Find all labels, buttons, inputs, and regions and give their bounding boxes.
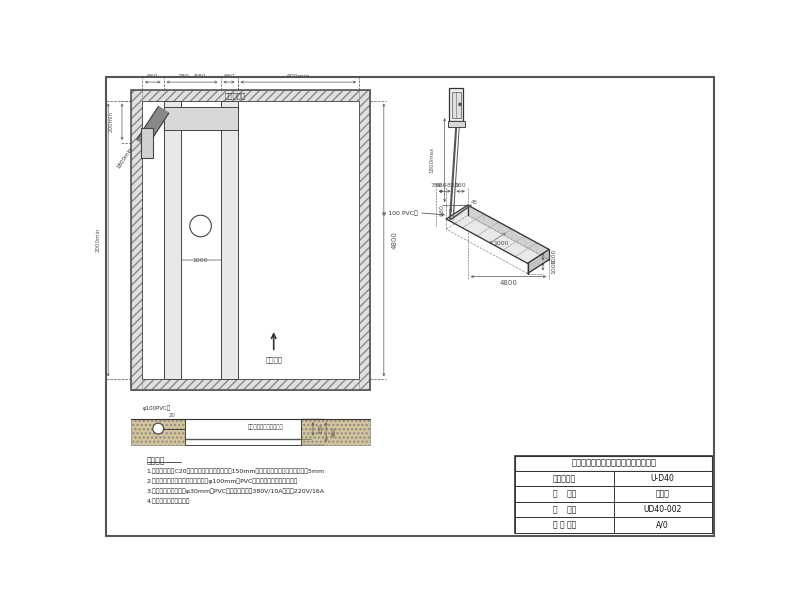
Text: 进车方向: 进车方向 xyxy=(266,357,282,364)
Bar xyxy=(451,92,461,118)
Text: 1000: 1000 xyxy=(494,241,510,246)
Bar xyxy=(131,379,370,390)
Text: 780~880: 780~880 xyxy=(178,74,206,79)
Text: 地基图: 地基图 xyxy=(656,489,670,498)
Bar xyxy=(131,90,142,390)
Text: 480: 480 xyxy=(331,427,336,437)
Bar xyxy=(221,101,238,379)
Text: 660: 660 xyxy=(435,183,447,188)
Bar xyxy=(614,502,712,517)
Text: 780~880: 780~880 xyxy=(430,183,459,188)
Text: 660: 660 xyxy=(223,74,235,79)
Text: 330: 330 xyxy=(439,205,444,216)
Text: 产品型号：: 产品型号： xyxy=(553,474,576,483)
Text: 排水管（根据客户施工）: 排水管（根据客户施工） xyxy=(248,424,284,430)
Text: 基础要求: 基础要求 xyxy=(146,456,165,466)
Text: 4800: 4800 xyxy=(392,231,398,249)
Text: 1800max: 1800max xyxy=(430,147,435,173)
Text: 闸帽定位仪: 闸帽定位仪 xyxy=(225,93,246,100)
Bar xyxy=(131,90,370,390)
Bar xyxy=(131,419,370,445)
Text: 1.混凝土等级为C20及以上，坑底混凝土厚度为150mm以上，两地坑内水平误差不大于5mm: 1.混凝土等级为C20及以上，坑底混凝土厚度为150mm以上，两地坑内水平误差不… xyxy=(146,469,325,474)
Text: 2000min: 2000min xyxy=(96,228,101,252)
Bar xyxy=(515,455,712,532)
Bar xyxy=(185,419,301,445)
Bar xyxy=(515,471,614,486)
Text: 1000: 1000 xyxy=(551,249,556,264)
Polygon shape xyxy=(468,205,549,260)
Bar xyxy=(359,90,370,390)
Bar xyxy=(141,128,153,158)
Text: 1000: 1000 xyxy=(551,259,556,274)
Bar xyxy=(163,107,238,130)
Bar xyxy=(163,101,181,379)
Text: 330: 330 xyxy=(318,424,323,434)
Text: 660: 660 xyxy=(147,74,158,79)
Text: 3.电源线和气源线预埋φ30mm的PVC管，电源三相为380V/10A或单相220V/16A: 3.电源线和气源线预埋φ30mm的PVC管，电源三相为380V/10A或单相22… xyxy=(146,489,325,494)
Text: 图    号：: 图 号： xyxy=(553,505,576,514)
Bar xyxy=(515,517,614,532)
Bar xyxy=(515,486,614,502)
Text: 1000: 1000 xyxy=(193,257,208,262)
Bar xyxy=(614,471,712,486)
Text: 1800min: 1800min xyxy=(116,147,134,170)
Bar xyxy=(515,502,614,517)
Text: 600min: 600min xyxy=(286,74,310,79)
Bar xyxy=(614,486,712,502)
Text: U-D40: U-D40 xyxy=(651,474,674,483)
Text: 20: 20 xyxy=(169,413,175,418)
Text: UD40-002: UD40-002 xyxy=(643,505,682,514)
Text: 版 本 号：: 版 本 号： xyxy=(553,520,576,529)
Text: 45: 45 xyxy=(471,200,478,205)
Bar xyxy=(448,121,465,127)
Bar xyxy=(515,455,712,471)
Text: 2.预埋控制台至地坑和两地坑间预埋φ100mm的PVC管用于穿油管、气管、电线: 2.预埋控制台至地坑和两地坑间预埋φ100mm的PVC管用于穿油管、气管、电线 xyxy=(146,479,298,484)
Text: 200min: 200min xyxy=(109,111,114,132)
Text: 名    称：: 名 称： xyxy=(553,489,576,498)
Circle shape xyxy=(459,103,462,106)
Text: A/0: A/0 xyxy=(656,520,669,529)
Text: 4800: 4800 xyxy=(499,280,518,286)
Text: φ100PVC管: φ100PVC管 xyxy=(143,405,171,412)
Text: 上海巴兰仕汽车检测设备股份有限公司: 上海巴兰仕汽车检测设备股份有限公司 xyxy=(571,459,656,468)
Bar xyxy=(131,90,370,101)
Text: 660: 660 xyxy=(455,183,466,188)
Text: φ 100 PVC管: φ 100 PVC管 xyxy=(382,210,418,215)
Bar xyxy=(142,101,359,379)
Polygon shape xyxy=(137,106,169,146)
Text: 4.电控箱位置可左右互换: 4.电控箱位置可左右互换 xyxy=(146,498,190,504)
Bar xyxy=(450,88,463,121)
Polygon shape xyxy=(527,249,549,274)
Bar xyxy=(614,517,712,532)
Circle shape xyxy=(153,423,164,434)
Polygon shape xyxy=(446,205,549,263)
